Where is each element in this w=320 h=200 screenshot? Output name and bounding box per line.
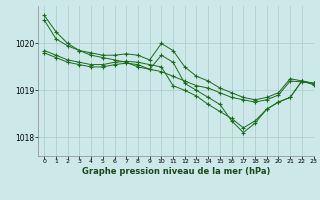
- X-axis label: Graphe pression niveau de la mer (hPa): Graphe pression niveau de la mer (hPa): [82, 167, 270, 176]
